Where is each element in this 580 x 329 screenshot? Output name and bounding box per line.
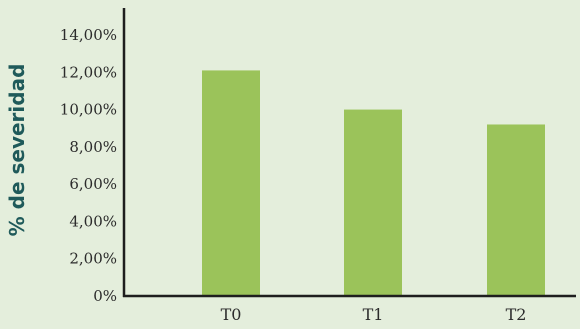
y-tick-label: 4,00%: [69, 212, 117, 230]
x-axis-categories: T0 T1 T2: [221, 305, 527, 324]
y-tick-label: 12,00%: [60, 63, 117, 81]
y-tick-label: 2,00%: [69, 250, 117, 268]
x-category-label: T2: [506, 305, 527, 324]
y-axis-title: % de severidad: [5, 64, 29, 237]
y-axis-ticks: 0% 2,00% 4,00% 6,00% 8,00% 10,00% 12,00% 14,00%: [60, 26, 117, 305]
bar-t2: [487, 124, 545, 296]
x-category-label: T1: [363, 305, 384, 324]
y-tick-label: 6,00%: [69, 175, 117, 193]
bar-t0: [202, 70, 260, 297]
y-tick-label: 14,00%: [60, 26, 117, 44]
y-tick-label: 10,00%: [60, 101, 117, 119]
y-tick-label: 8,00%: [69, 138, 117, 156]
x-category-label: T0: [221, 305, 242, 324]
bar-t1: [344, 109, 402, 296]
y-tick-label: 0%: [93, 287, 117, 305]
bars: [202, 70, 545, 297]
